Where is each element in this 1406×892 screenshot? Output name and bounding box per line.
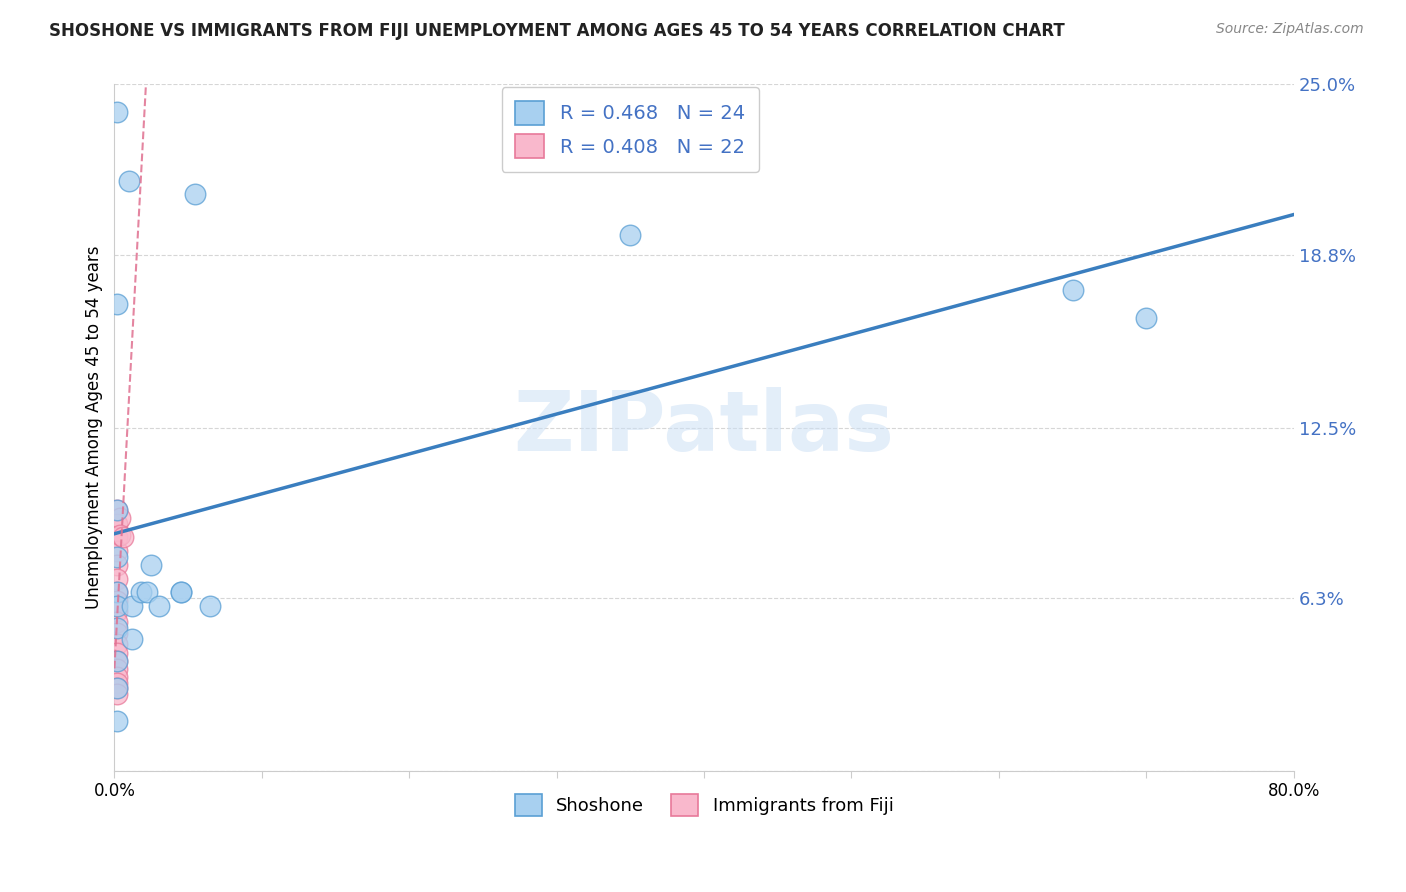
- Point: [135, 585, 157, 599]
- Point: [105, 558, 128, 572]
- Point: [110, 511, 132, 525]
- Point: [121, 632, 143, 646]
- Point: [1135, 310, 1157, 325]
- Legend: Shoshone, Immigrants from Fiji: Shoshone, Immigrants from Fiji: [508, 787, 901, 823]
- Point: [105, 681, 128, 696]
- Point: [105, 681, 128, 696]
- Point: [170, 585, 193, 599]
- Point: [200, 599, 222, 613]
- Point: [118, 173, 141, 187]
- Point: [105, 615, 128, 630]
- Text: ZIPatlas: ZIPatlas: [513, 387, 894, 468]
- Point: [105, 621, 128, 635]
- Point: [105, 637, 128, 651]
- Point: [105, 654, 128, 668]
- Point: [105, 585, 128, 599]
- Point: [112, 530, 135, 544]
- Point: [141, 558, 163, 572]
- Point: [105, 530, 128, 544]
- Point: [105, 646, 128, 660]
- Point: [105, 687, 128, 701]
- Point: [105, 503, 128, 517]
- Point: [105, 599, 128, 613]
- Point: [619, 228, 641, 243]
- Point: [105, 662, 128, 676]
- Point: [148, 599, 170, 613]
- Point: [105, 593, 128, 607]
- Point: [105, 654, 128, 668]
- Point: [105, 676, 128, 690]
- Point: [105, 549, 128, 564]
- Point: [105, 544, 128, 558]
- Point: [105, 516, 128, 531]
- Point: [105, 503, 128, 517]
- Point: [110, 527, 132, 541]
- Point: [105, 572, 128, 586]
- Point: [1062, 283, 1084, 297]
- Point: [105, 297, 128, 311]
- Text: Source: ZipAtlas.com: Source: ZipAtlas.com: [1216, 22, 1364, 37]
- Point: [105, 714, 128, 729]
- Y-axis label: Unemployment Among Ages 45 to 54 years: Unemployment Among Ages 45 to 54 years: [86, 246, 103, 609]
- Point: [121, 599, 143, 613]
- Point: [170, 585, 193, 599]
- Point: [105, 585, 128, 599]
- Point: [105, 605, 128, 619]
- Point: [105, 670, 128, 684]
- Text: SHOSHONE VS IMMIGRANTS FROM FIJI UNEMPLOYMENT AMONG AGES 45 TO 54 YEARS CORRELAT: SHOSHONE VS IMMIGRANTS FROM FIJI UNEMPLO…: [49, 22, 1064, 40]
- Point: [129, 585, 152, 599]
- Point: [105, 626, 128, 640]
- Point: [105, 104, 128, 119]
- Point: [184, 187, 207, 202]
